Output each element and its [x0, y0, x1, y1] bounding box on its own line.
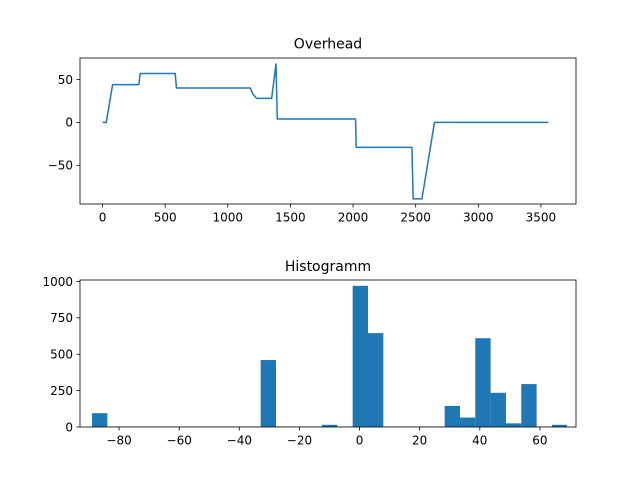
overhead-x-tick-label: 1500 — [275, 211, 306, 225]
histogram-y-tick-label: 500 — [50, 348, 73, 362]
histogram-x-tick-label: 60 — [532, 434, 547, 448]
overhead-x-tick-label: 3500 — [526, 211, 557, 225]
overhead-x-tick-label: 2500 — [400, 211, 431, 225]
overhead-x-tick-label: 0 — [99, 211, 107, 225]
overhead-y-tick-label: 0 — [65, 116, 73, 130]
histogram-x-tick-label: −60 — [167, 434, 192, 448]
histogram-x-tick-label: −20 — [287, 434, 312, 448]
histogram-bar — [321, 424, 338, 427]
overhead-x-tick-label: 3000 — [463, 211, 494, 225]
histogram-x-tick-label: −80 — [106, 434, 131, 448]
overhead-series-line — [102, 63, 549, 200]
overhead-x-tick-label: 1000 — [213, 211, 244, 225]
histogram-x-tick-label: 20 — [412, 434, 427, 448]
histogram-chart: Histogramm −80 −60 −40 −20 0 20 40 60 0 250 500 750… — [42, 259, 577, 448]
histogram-y-tick-label: 250 — [50, 384, 73, 398]
histogram-x-tick-label: 40 — [472, 434, 487, 448]
histogram-bar — [475, 338, 491, 427]
histogram-bar — [367, 333, 384, 427]
histogram-bar — [352, 285, 368, 427]
histogram-frame — [79, 279, 577, 428]
histogram-bar — [260, 360, 276, 427]
histogram-y-tick-label: 750 — [50, 311, 73, 325]
overhead-y-tick-label: −50 — [48, 159, 73, 173]
histogram-bar — [92, 413, 108, 427]
histogram-bar — [551, 424, 567, 427]
overhead-x-tick-label: 500 — [154, 211, 177, 225]
histogram-x-tick-label: 0 — [356, 434, 364, 448]
histogram-bar — [444, 405, 460, 427]
histogram-bar — [459, 417, 476, 427]
histogram-y-tick-label: 0 — [65, 420, 73, 434]
histogram-y-tick-label: 1000 — [42, 275, 73, 289]
overhead-frame — [79, 57, 577, 205]
histogram-plot-area: −80 −60 −40 −20 0 20 40 60 0 250 500 750 1000 — [42, 275, 577, 448]
histogram-bar — [521, 384, 537, 427]
overhead-chart: Overhead 0 500 1000 1500 2000 2500 3000 3500−50… — [48, 37, 577, 225]
overhead-y-tick-label: 50 — [58, 73, 73, 87]
histogram-chart-title: Histogramm — [285, 259, 371, 275]
overhead-plot-area: 0 500 1000 1500 2000 2500 3000 3500 −50 0 50 — [48, 57, 577, 225]
histogram-x-tick-label: −40 — [227, 434, 252, 448]
overhead-x-tick-label: 2000 — [338, 211, 369, 225]
histogram-bar — [505, 423, 522, 427]
histogram-bar — [490, 392, 506, 427]
overhead-chart-title: Overhead — [294, 37, 362, 53]
